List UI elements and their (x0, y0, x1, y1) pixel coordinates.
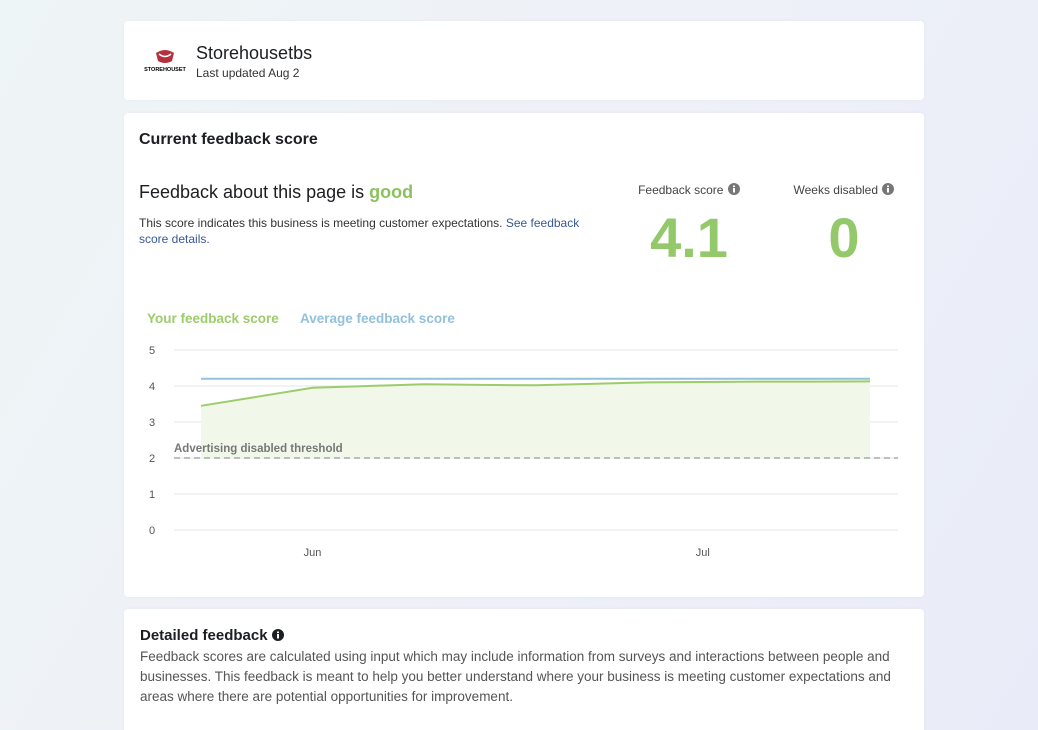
y-tick-label: 0 (149, 525, 155, 537)
logo-text: STOREHOUSET (144, 67, 186, 73)
area (201, 381, 870, 458)
detailed-text: Feedback scores are calculated using inp… (140, 649, 891, 704)
detailed-title-text: Detailed feedback (140, 627, 268, 644)
detailed-title: Detailed feedback (140, 627, 284, 644)
summary-text: Feedback about this page is (139, 182, 365, 202)
metric-value: 0 (828, 206, 860, 269)
y-tick-label: 3 (149, 417, 155, 429)
logo: STOREHOUSET (144, 50, 187, 73)
y-tick-label: 2 (149, 453, 155, 465)
header-card: STOREHOUSET Storehousetbs Last updated A… (124, 21, 924, 100)
summary: Feedback about this page is good (139, 182, 413, 203)
legend-entry: Average feedback score (300, 311, 455, 326)
threshold-label: Advertising disabled threshold (174, 443, 343, 455)
updated: Last updated Aug 2 (196, 66, 300, 80)
y-tick-label: 5 (149, 345, 155, 357)
metric: Feedback score 4.1 (624, 181, 754, 270)
business-name[interactable]: Storehousetbs (196, 43, 313, 63)
logo-detail (158, 53, 172, 58)
description-text: This score indicates this business is me… (139, 216, 503, 230)
info-icon[interactable] (727, 183, 740, 195)
chart: 0 1 2 3 4 5 Jun Jul Your feedback score Average f… (147, 311, 898, 559)
metric-label: Feedback score (638, 183, 724, 197)
x-tick-label: Jun (304, 547, 322, 559)
metric-label: Weeks disabled (793, 183, 879, 197)
section-heading: Current feedback score (139, 131, 318, 148)
series-line (200, 380, 871, 407)
metric: Weeks disabled 0 (779, 181, 909, 270)
score-card: Current feedback score Feedback about th… (124, 113, 924, 597)
summary-rating: good (369, 182, 414, 202)
x-tick-label: Jul (696, 547, 710, 559)
info-icon[interactable] (882, 183, 895, 195)
metric-value: 4.1 (650, 206, 728, 269)
y-tick-label: 4 (149, 381, 155, 393)
detailed-card: Detailed feedback Feedback scores are ca… (124, 609, 924, 730)
y-tick-label: 1 (149, 489, 155, 501)
info-icon[interactable] (271, 629, 284, 641)
legend-entry: Your feedback score (147, 311, 279, 326)
description: This score indicates this business is me… (139, 215, 589, 247)
details-link[interactable]: See feedback score details. (139, 216, 580, 246)
